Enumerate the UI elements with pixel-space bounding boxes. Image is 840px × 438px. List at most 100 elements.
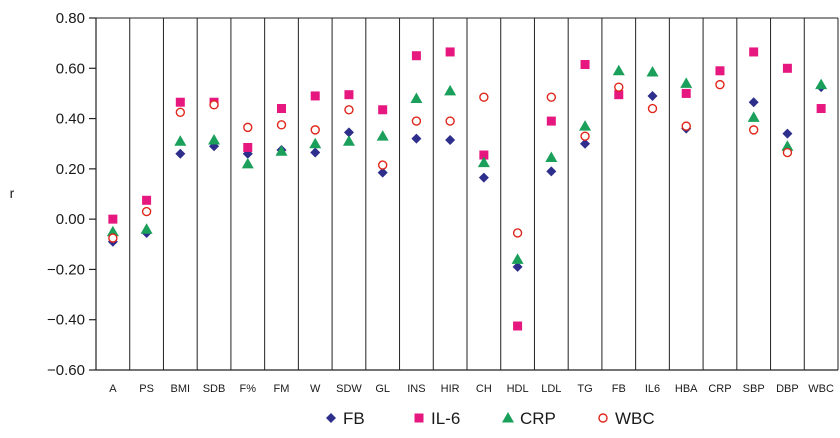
- point-fb-dbp: [782, 128, 793, 139]
- y-tick-label: 0.40: [56, 111, 85, 128]
- point-fb-bmi: [175, 148, 186, 159]
- point-il6-ins: [411, 51, 421, 61]
- point-wbc-dbp: [782, 147, 793, 158]
- point-il6-fb: [614, 90, 624, 100]
- point-crp-sdw: [342, 135, 355, 146]
- x-tick-label: WBC: [808, 383, 834, 395]
- legend-crp-marker: [502, 412, 514, 423]
- point-wbc-hir: [445, 116, 455, 126]
- point-il6-w: [310, 91, 320, 101]
- point-fb-sdw: [343, 127, 354, 138]
- point-crp-w: [309, 137, 322, 149]
- point-crp-dbp: [781, 140, 794, 151]
- y-tick-label: 0.60: [56, 60, 85, 77]
- point-fb-ch: [478, 172, 489, 183]
- legend-wbc-marker: [598, 413, 608, 423]
- point-wbc-bmi: [175, 107, 186, 117]
- point-crp-ps: [140, 223, 153, 234]
- legend: FB IL-6 CRP WBC: [326, 409, 655, 428]
- point-wbc-crp: [715, 79, 725, 90]
- point-il6-sdw: [344, 90, 354, 100]
- point-il6-ch: [479, 150, 489, 160]
- point-wbc-a: [108, 233, 118, 243]
- y-axis-label: r: [10, 185, 15, 201]
- point-il6-wbc: [816, 104, 826, 114]
- series-wbc: [108, 79, 793, 243]
- point-il6-bmi: [175, 97, 185, 107]
- point-il6-hir: [445, 47, 455, 57]
- x-tick-label: HDL: [507, 383, 529, 395]
- point-il6-gl: [378, 105, 388, 115]
- point-il6-f: [243, 142, 253, 152]
- point-wbc-w: [310, 125, 320, 135]
- grid-lines: [129, 18, 805, 370]
- y-tick-label: −0.20: [47, 261, 85, 278]
- x-tick-label: IL6: [645, 383, 660, 395]
- legend-il6-label: IL-6: [431, 409, 460, 428]
- point-crp-gl: [376, 130, 389, 141]
- point-wbc-hdl: [512, 228, 523, 238]
- y-tick-label: −0.40: [47, 312, 85, 329]
- point-crp-a: [106, 225, 119, 237]
- series-il6: [108, 47, 826, 331]
- point-wbc-sdw: [344, 105, 354, 115]
- point-wbc-tg: [580, 131, 590, 141]
- point-wbc-fb: [614, 82, 624, 92]
- point-il6-sbp: [749, 47, 759, 57]
- legend-crp-label: CRP: [520, 409, 556, 428]
- point-wbc-il6: [647, 103, 658, 114]
- point-il6-ps: [142, 195, 152, 205]
- point-il6-hba: [681, 88, 691, 98]
- point-crp-ins: [410, 92, 423, 103]
- point-crp-sbp: [747, 111, 760, 122]
- point-crp-tg: [579, 120, 592, 131]
- x-tick-label: BMI: [171, 383, 191, 395]
- data-points: [106, 47, 828, 331]
- point-fb-sbp: [748, 97, 759, 108]
- x-tick-label: DBP: [776, 383, 799, 395]
- legend-fb-label: FB: [343, 409, 365, 428]
- point-fb-tg: [580, 138, 591, 149]
- point-crp-hdl: [511, 253, 524, 264]
- point-wbc-gl: [377, 160, 388, 170]
- x-tick-label: HIR: [441, 383, 460, 395]
- point-crp-f: [241, 157, 254, 169]
- point-fb-il6: [647, 90, 658, 101]
- x-tick-label: FM: [274, 383, 290, 395]
- point-wbc-ins: [411, 116, 422, 126]
- point-il6-tg: [580, 60, 590, 70]
- point-wbc-fm: [276, 120, 287, 130]
- point-crp-sdb: [208, 133, 221, 145]
- x-tick-label: PS: [139, 383, 154, 395]
- point-il6-a: [108, 214, 118, 224]
- point-crp-fm: [275, 145, 288, 156]
- point-il6-hdl: [513, 321, 523, 331]
- series-crp: [106, 64, 828, 264]
- point-wbc-ps: [141, 206, 152, 217]
- x-tick-labels: A PS BMI SDB F% FM W SDW GL INS HIR CH HDL LDL TG FB IL6…: [109, 383, 834, 395]
- point-fb-w: [310, 147, 321, 158]
- x-tick-label: TG: [577, 383, 592, 395]
- y-tick-label: 0.20: [56, 161, 85, 178]
- legend-il6-marker: [414, 413, 424, 423]
- x-tick-label: CRP: [708, 383, 731, 395]
- point-crp-bmi: [174, 135, 187, 146]
- point-wbc-hba: [681, 121, 691, 131]
- point-crp-hir: [444, 84, 457, 96]
- point-fb-hdl: [512, 261, 523, 272]
- legend-wbc-label: WBC: [615, 409, 655, 428]
- x-tick-label: F%: [240, 383, 257, 395]
- y-tick-label: −0.60: [47, 362, 85, 379]
- point-il6-dbp: [782, 63, 792, 73]
- x-tick-label: SDW: [336, 383, 362, 395]
- point-crp-ldl: [545, 151, 558, 163]
- point-crp-wbc: [815, 78, 828, 90]
- y-tick-labels: 0.80 0.60 0.40 0.20 0.00 −0.20 −0.40 −0.60: [47, 10, 85, 379]
- point-il6-fm: [277, 104, 286, 114]
- legend-fb-marker: [326, 413, 336, 423]
- point-fb-ins: [411, 133, 422, 144]
- x-tick-label: FB: [612, 383, 626, 395]
- point-crp-fb: [612, 64, 625, 76]
- y-tick-label: 0.80: [56, 10, 85, 27]
